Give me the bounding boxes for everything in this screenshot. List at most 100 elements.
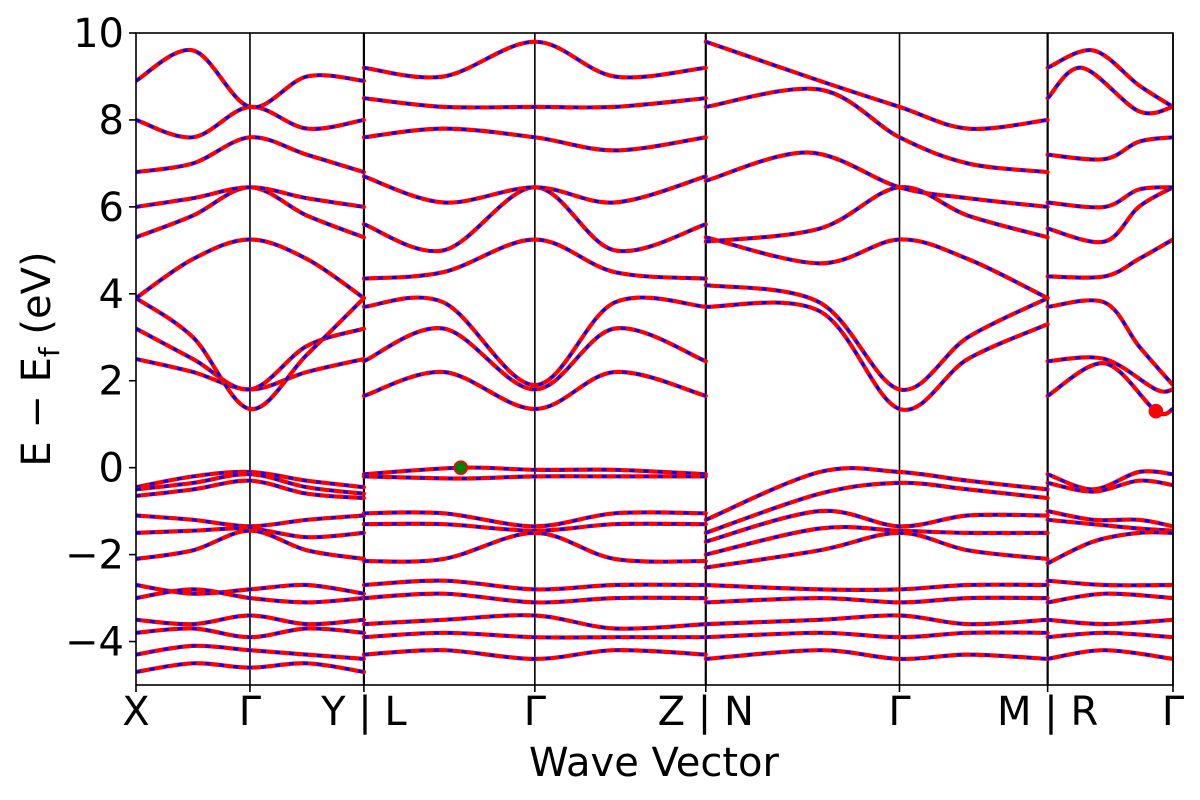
band-line-dashed-13 — [136, 526, 365, 539]
band-lines — [136, 39, 1173, 675]
band-line-dashed-67 — [1047, 479, 1173, 494]
band-line-dashed-62 — [1047, 185, 1173, 209]
y-axis-label: E − Ef (eV) — [14, 251, 66, 466]
x-tick-label-5: Γ — [888, 689, 911, 735]
band-line-dashed-17 — [136, 613, 365, 626]
band-line-dashed-11 — [136, 479, 365, 500]
band-line-69 — [1045, 517, 1173, 533]
x-axis-ticks: X Γ Y | L Γ Z | N Γ M | R Γ — [122, 685, 1185, 735]
x-axis-label: Wave Vector — [529, 740, 780, 786]
band-line-dashed-28 — [363, 96, 706, 110]
band-line-dashed-48 — [705, 481, 1048, 535]
band-line-dashed-8 — [136, 48, 365, 109]
x-tick-label-4: Z | N — [658, 689, 754, 735]
y-tick-label-2: 0 — [99, 446, 124, 492]
plot-frame — [135, 32, 1174, 686]
band-line-2 — [136, 296, 366, 412]
x-tick-label-2: Y | L — [320, 689, 407, 735]
x-tick-label-1: Γ — [239, 689, 262, 735]
band-line-dashed-72 — [1047, 592, 1173, 604]
band-line-dashed-36 — [363, 592, 706, 604]
band-line-dashed-26 — [363, 174, 707, 205]
band-line-41 — [703, 283, 1050, 392]
band-line-dashed-52 — [705, 583, 1048, 592]
band-line-dashed-44 — [705, 150, 1048, 209]
y-tick-label-1: −2 — [65, 533, 124, 579]
band-line-dashed-64 — [1046, 66, 1173, 115]
band-line-65 — [1045, 48, 1173, 109]
band-line-dashed-35 — [363, 579, 706, 591]
band-line-dashed-16 — [136, 587, 365, 604]
x-tick-label-7: Γ — [1162, 689, 1185, 735]
band-line-60 — [1045, 237, 1173, 280]
band-line-dashed-30 — [363, 466, 706, 476]
x-tick-label-6: M | R — [997, 689, 1098, 735]
band-line-dashed-43 — [705, 185, 1048, 244]
vbm-marker — [453, 460, 469, 475]
band-line-dashed-27 — [363, 127, 707, 152]
band-line-dashed-75 — [1047, 648, 1173, 661]
band-line-dashed-54 — [705, 613, 1048, 626]
band-line-dashed-37 — [363, 613, 706, 631]
band-line-dashed-56 — [705, 648, 1048, 661]
band-line-dashed-3 — [136, 237, 365, 300]
band-line-dashed-22 — [363, 326, 707, 391]
band-line-dashed-38 — [363, 631, 706, 640]
y-tick-label-0: −4 — [65, 620, 124, 666]
band-line-dashed-34 — [363, 531, 706, 564]
band-line-dashed-1 — [136, 327, 365, 391]
band-line-dashed-68 — [1047, 509, 1173, 528]
y-axis-label-main: E − E — [14, 357, 60, 467]
band-line-dashed-73 — [1047, 618, 1173, 626]
x-tick-label-3: Γ — [524, 689, 547, 735]
band-line-dashed-50 — [705, 525, 1048, 557]
x-tick-label-0: X — [122, 689, 149, 735]
band-line-dashed-57 — [1046, 361, 1173, 416]
band-line-dashed-23 — [363, 296, 706, 387]
band-line-dashed-53 — [705, 596, 1048, 604]
band-line-45 — [703, 86, 1050, 175]
plot-area-background — [136, 33, 1173, 685]
band-line-61 — [1045, 185, 1173, 245]
band-line-dashed-18 — [136, 626, 365, 639]
y-tick-label-7: 10 — [73, 11, 124, 57]
band-line-dashed-49 — [705, 509, 1048, 544]
band-line-dashed-10 — [136, 472, 365, 496]
band-line-dashed-55 — [705, 630, 1048, 639]
band-line-dashed-46 — [705, 40, 1048, 131]
band-line-dashed-66 — [1047, 469, 1173, 491]
band-line-dashed-33 — [363, 522, 706, 533]
y-tick-label-4: 4 — [99, 272, 124, 318]
band-line-dashed-5 — [136, 185, 365, 209]
band-line-dashed-59 — [1047, 298, 1173, 387]
band-line-dashed-32 — [363, 510, 706, 528]
cbm-marker — [1148, 403, 1164, 419]
band-line-dashed-42 — [705, 235, 1049, 300]
y-tick-label-5: 6 — [99, 185, 124, 231]
y-tick-label-3: 2 — [99, 359, 124, 405]
band-line-dashed-31 — [363, 474, 706, 481]
band-line-dashed-6 — [136, 135, 365, 174]
band-line-dashed-70 — [1046, 530, 1173, 565]
band-line-dashed-21 — [363, 370, 707, 411]
band-line-dashed-39 — [363, 648, 706, 661]
band-line-dashed-20 — [136, 661, 365, 674]
y-axis-label-unit: (eV) — [14, 251, 60, 347]
band-line-dashed-4 — [136, 185, 365, 239]
band-line-dashed-40 — [705, 301, 1049, 412]
band-line-dashed-12 — [136, 514, 365, 528]
band-line-dashed-15 — [136, 583, 365, 596]
y-axis-ticks: −4 −2 0 2 4 6 8 10 — [65, 11, 136, 666]
extrema-markers — [453, 403, 1164, 475]
band-line-dashed-14 — [136, 529, 365, 561]
band-line-dashed-74 — [1047, 631, 1173, 639]
band-line-dashed-9 — [136, 470, 365, 489]
band-line-dashed-7 — [136, 105, 365, 139]
band-line-dashed-47 — [705, 466, 1048, 522]
band-line-51 — [703, 530, 1050, 570]
y-axis-label-sub: f — [33, 346, 66, 357]
band-line-dashed-19 — [136, 644, 365, 661]
band-line-dashed-24 — [363, 237, 706, 281]
band-line-dashed-63 — [1047, 135, 1173, 162]
